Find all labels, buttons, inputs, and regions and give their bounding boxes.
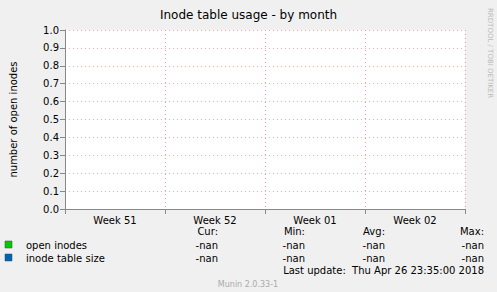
svg-text:Week 51: Week 51 (93, 215, 136, 226)
svg-text:-nan: -nan (196, 253, 218, 264)
svg-text:-nan: -nan (283, 240, 305, 251)
svg-text:0.8: 0.8 (43, 60, 59, 71)
svg-text:open inodes: open inodes (26, 240, 87, 251)
svg-text:Week 02: Week 02 (393, 215, 436, 226)
svg-text:0.4: 0.4 (43, 132, 59, 143)
svg-text:-nan: -nan (196, 240, 218, 251)
svg-text:Avg:: Avg: (363, 226, 385, 237)
svg-text:Inode table usage - by month: Inode table usage - by month (160, 8, 337, 22)
svg-text:0.3: 0.3 (43, 150, 59, 161)
svg-text:-nan: -nan (462, 253, 484, 264)
svg-text:0.6: 0.6 (43, 96, 59, 107)
svg-text:0.1: 0.1 (43, 186, 59, 197)
svg-text:0.9: 0.9 (43, 42, 59, 53)
svg-text:Munin 2.0.33-1: Munin 2.0.33-1 (218, 280, 278, 289)
svg-text:inode table size: inode table size (26, 253, 105, 264)
svg-text:number of open inodes: number of open inodes (8, 61, 19, 177)
svg-text:-nan: -nan (363, 253, 385, 264)
svg-text:Max:: Max: (460, 226, 484, 237)
svg-text:-nan: -nan (363, 240, 385, 251)
svg-text:Last update: Thu Apr 26 23:35: Last update: Thu Apr 26 23:35:00 2018 (283, 265, 484, 276)
svg-text:Min:: Min: (284, 226, 305, 237)
svg-text:-nan: -nan (462, 240, 484, 251)
svg-text:-nan: -nan (283, 253, 305, 264)
svg-text:0.7: 0.7 (43, 78, 59, 89)
svg-text:RRDTOOL / TOBI OETIKER: RRDTOOL / TOBI OETIKER (486, 8, 494, 98)
svg-text:0.5: 0.5 (43, 114, 59, 125)
svg-text:0.0: 0.0 (43, 204, 59, 215)
svg-text:Week 01: Week 01 (293, 215, 336, 226)
svg-text:1.0: 1.0 (43, 25, 59, 36)
svg-text:Cur:: Cur: (197, 226, 218, 237)
svg-text:0.2: 0.2 (43, 168, 59, 179)
svg-text:Week 52: Week 52 (193, 215, 236, 226)
